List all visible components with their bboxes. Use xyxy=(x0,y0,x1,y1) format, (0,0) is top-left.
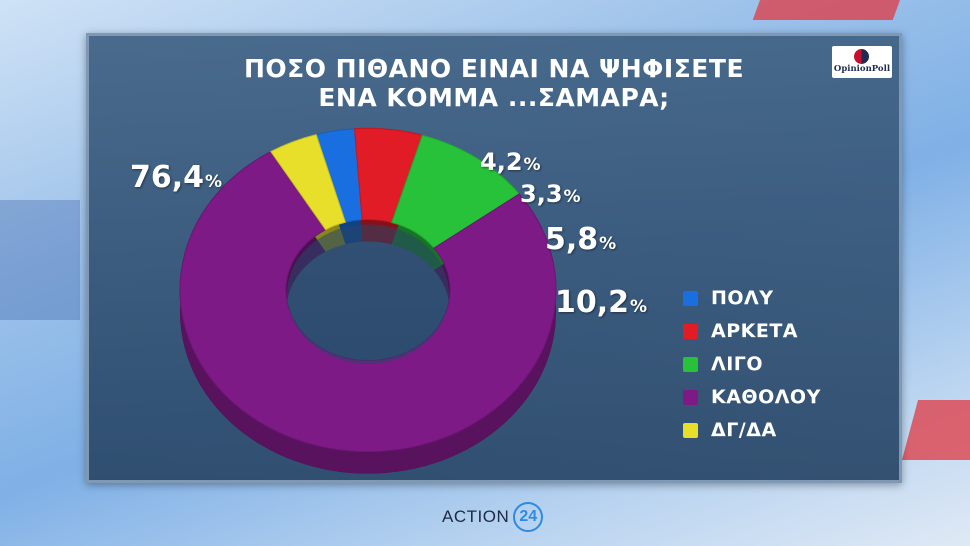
legend-label-katholou: ΚΑΘΟΛΟΥ xyxy=(711,386,821,408)
chart-title-line-1: ΠΟΣΟ ΠΙΘΑΝΟ ΕΙΝΑΙ ΝΑ ΨΗΦΙΣΕΤΕ xyxy=(243,54,745,83)
legend-label-dgda: ΔΓ/ΔΑ xyxy=(711,419,777,441)
legend-swatch-arketa xyxy=(683,323,698,339)
legend-item-arketa: ΑΡΚΕΤΑ xyxy=(683,320,798,342)
opinion-poll-logo-text: OpinionPoll xyxy=(833,64,891,74)
action24-logo: ACTION 24 xyxy=(442,501,544,533)
value-label-dgda-unit: % xyxy=(523,155,541,175)
value-label-arketa: 5,8% xyxy=(545,222,616,257)
value-label-arketa-number: 5,8 xyxy=(545,222,599,257)
legend-swatch-poly xyxy=(683,290,698,306)
value-label-dgda-number: 4,2 xyxy=(480,148,523,176)
legend-item-katholou: ΚΑΘΟΛΟΥ xyxy=(683,386,821,408)
opinion-poll-logo-mark xyxy=(854,49,869,64)
legend-label-ligo: ΛΙΓΟ xyxy=(711,353,764,375)
value-label-ligo-number: 10,2 xyxy=(555,285,630,320)
value-label-kathólou-unit: % xyxy=(205,172,223,192)
legend-swatch-dgda xyxy=(683,422,698,438)
opinion-poll-logo: OpinionPoll xyxy=(832,46,892,78)
action24-logo-number: 24 xyxy=(513,502,544,532)
value-label-ligo-unit: % xyxy=(630,297,648,317)
legend-item-ligo: ΛΙΓΟ xyxy=(683,353,763,375)
donut-slice-ΔΓ/ΔΑ xyxy=(270,133,347,231)
chart-title-line-2: ΕΝΑ ΚΟΜΜΑ ...ΣΑΜΑΡΑ; xyxy=(318,83,670,112)
legend-swatch-ligo xyxy=(683,356,698,372)
value-label-poly-number: 3,3 xyxy=(520,180,563,208)
legend-item-poly: ΠΟΛΥ xyxy=(683,287,774,309)
action24-logo-word: ACTION xyxy=(442,507,510,526)
legend-label-poly: ΠΟΛΥ xyxy=(711,287,774,309)
donut-hole xyxy=(287,224,449,364)
value-label-poly-unit: % xyxy=(563,187,581,207)
value-label-poly: 3,3% xyxy=(520,180,581,208)
legend-label-arketa: ΑΡΚΕΤΑ xyxy=(711,320,798,342)
value-label-dgda: 4,2% xyxy=(480,148,541,176)
legend-swatch-katholou xyxy=(683,389,698,405)
value-label-kathólou-number: 76,4 xyxy=(130,160,205,195)
value-label-ligo: 10,2% xyxy=(555,285,647,320)
background-accent-left xyxy=(0,200,80,320)
value-label-arketa-unit: % xyxy=(599,234,617,254)
legend-item-dgda: ΔΓ/ΔΑ xyxy=(683,419,777,441)
value-label-kathólou: 76,4% xyxy=(130,160,222,195)
